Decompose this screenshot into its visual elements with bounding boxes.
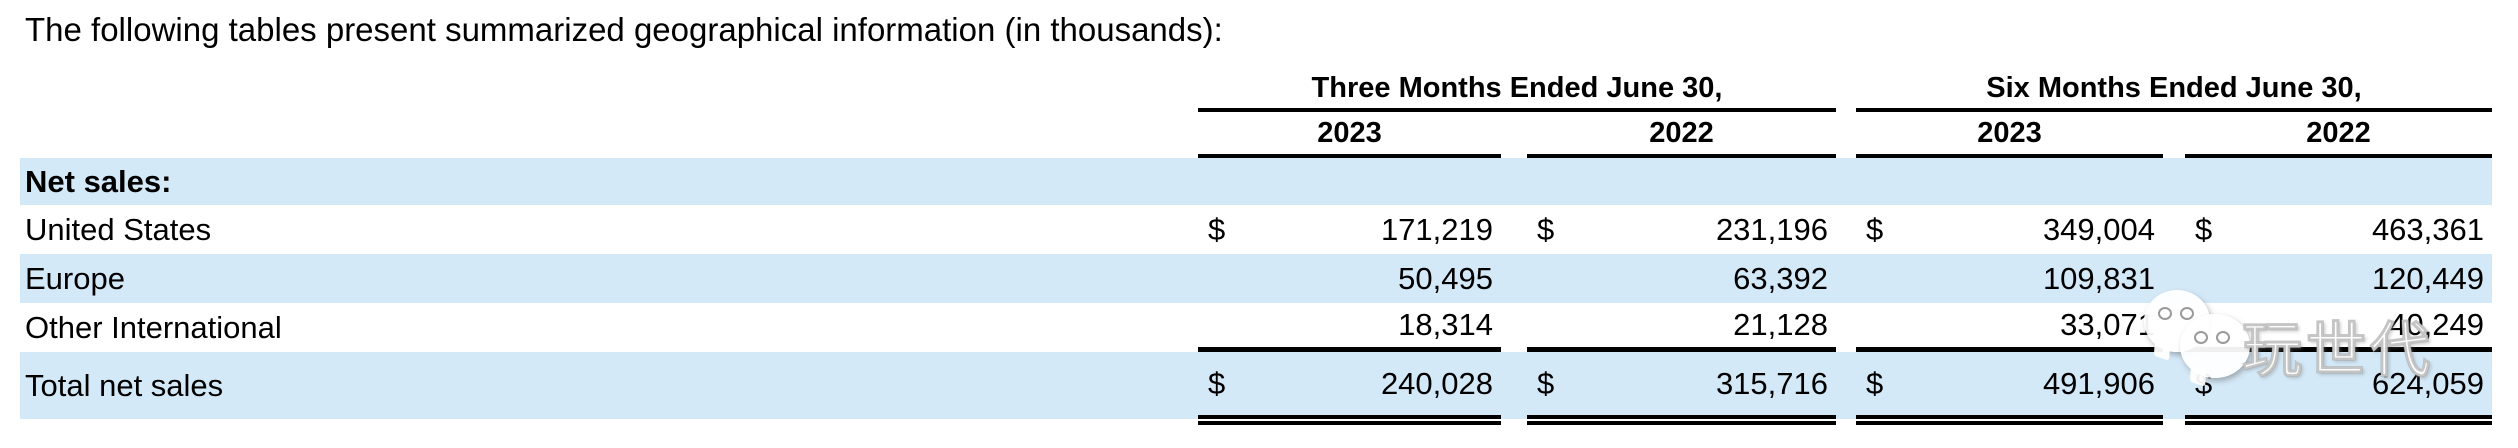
wechat-icon (2180, 314, 2250, 387)
row-label: Other International (25, 309, 282, 345)
currency-symbol: $ (1208, 211, 1226, 247)
value-cell: 63,392 (1527, 254, 1836, 303)
spacer-cell (1836, 254, 1856, 303)
value-cell: $ 231,196 (1527, 205, 1836, 254)
spacer-cell (1836, 352, 1856, 419)
rule-line (2185, 419, 2492, 425)
value: 171,219 (1380, 211, 1493, 247)
bubble-tail (2153, 339, 2171, 361)
value-cell: $ 349,004 (1856, 205, 2163, 254)
page-title: The following tables present summarized … (25, 11, 1223, 48)
currency-symbol: $ (1537, 365, 1555, 401)
value: 240,028 (1380, 365, 1493, 401)
table-row-other-international: Other International 18,314 21,128 33,071… (20, 303, 2492, 352)
spacer-cell (1501, 205, 1527, 254)
spacer-cell (2163, 419, 2185, 429)
watermark-text: 玩世代 (2242, 317, 2434, 385)
geographic-sales-table: Three Months Ended June 30, Six Months E… (20, 68, 2492, 429)
section-header-row: Net sales: (20, 158, 2492, 205)
bubble-eye (2180, 307, 2194, 320)
currency-symbol: $ (1866, 211, 1884, 247)
year-header-6m-2022: 2022 (2185, 112, 2492, 158)
value-cell: 50,495 (1198, 254, 1501, 303)
double-rule-row (20, 419, 2492, 429)
value: 109,831 (2042, 260, 2155, 296)
spacer-cell (1836, 205, 1856, 254)
spacer-cell (1836, 303, 1856, 352)
bubble-eye (2194, 331, 2208, 344)
value-cell: 18,314 (1198, 303, 1501, 352)
row-label: United States (25, 211, 212, 247)
table-row-united-states: United States $ 171,219 $ 231,196 $ 349,… (20, 205, 2492, 254)
value-cell: $ 171,219 (1198, 205, 1501, 254)
spacer-cell (20, 68, 1198, 112)
row-label: Europe (25, 260, 125, 296)
bubble-tail (2189, 365, 2207, 387)
value-cell: 109,831 (1856, 254, 2163, 303)
table-group-header-row: Three Months Ended June 30, Six Months E… (20, 68, 2492, 112)
value: 33,071 (2060, 307, 2155, 342)
spacer-cell (20, 419, 1198, 429)
value: 18,314 (1398, 307, 1493, 342)
rule-line (1527, 419, 1836, 425)
currency-symbol: $ (1866, 365, 1884, 401)
value: 40,249 (2389, 307, 2484, 342)
rule-line (1198, 419, 1501, 425)
value: 50,495 (1398, 260, 1493, 296)
table-row-europe: Europe 50,495 63,392 109,831 120,449 (20, 254, 2492, 303)
currency-symbol: $ (2195, 211, 2213, 247)
spacer-cell (1501, 303, 1527, 352)
value: 120,449 (2371, 260, 2484, 296)
value: 624,059 (2371, 365, 2484, 401)
value: 21,128 (1733, 307, 1828, 342)
table-year-header-row: 2023 2022 2023 2022 (20, 112, 2492, 158)
spacer-cell (20, 112, 1198, 158)
total-value-cell: $ 315,716 (1527, 352, 1836, 419)
value-cell: 120,449 (2185, 254, 2492, 303)
col-group-three-months: Three Months Ended June 30, (1198, 68, 1836, 112)
value: 491,906 (2042, 365, 2155, 401)
spacer-cell (1501, 352, 1527, 419)
spacer-cell (1836, 68, 1856, 112)
value: 63,392 (1733, 260, 1828, 296)
bubble-eye (2158, 307, 2172, 320)
col-group-six-months: Six Months Ended June 30, (1856, 68, 2492, 112)
table-row-total-net-sales: Total net sales $ 240,028 $ 315,716 $ 49… (20, 352, 2492, 419)
spacer-cell (1836, 419, 1856, 429)
year-header-3m-2022: 2022 (1527, 112, 1836, 158)
spacer-cell (2163, 112, 2185, 158)
spacer-cell (2163, 205, 2185, 254)
value-cell: 33,071 (1856, 303, 2163, 352)
row-label: Total net sales (25, 367, 224, 403)
total-value-cell: $ 491,906 (1856, 352, 2163, 419)
currency-symbol: $ (1208, 365, 1226, 401)
year-header-3m-2023: 2023 (1198, 112, 1501, 158)
currency-symbol: $ (1537, 211, 1555, 247)
spacer-cell (1501, 254, 1527, 303)
value-cell: 40,249 (2185, 303, 2492, 352)
rule-line (1856, 419, 2163, 425)
total-value-cell: $ 240,028 (1198, 352, 1501, 419)
value: 315,716 (1715, 365, 1828, 401)
spacer-cell (1836, 112, 1856, 158)
value: 349,004 (2042, 211, 2155, 247)
spacer-cell (1501, 112, 1527, 158)
bubble-eye (2216, 331, 2230, 344)
value: 231,196 (1715, 211, 1828, 247)
section-header-label: Net sales: (25, 163, 172, 199)
value: 463,361 (2371, 211, 2484, 247)
year-header-6m-2023: 2023 (1856, 112, 2163, 158)
value-cell: 21,128 (1527, 303, 1836, 352)
value-cell: $ 463,361 (2185, 205, 2492, 254)
spacer-cell (1501, 419, 1527, 429)
watermark: 玩世代 (2138, 286, 2458, 396)
